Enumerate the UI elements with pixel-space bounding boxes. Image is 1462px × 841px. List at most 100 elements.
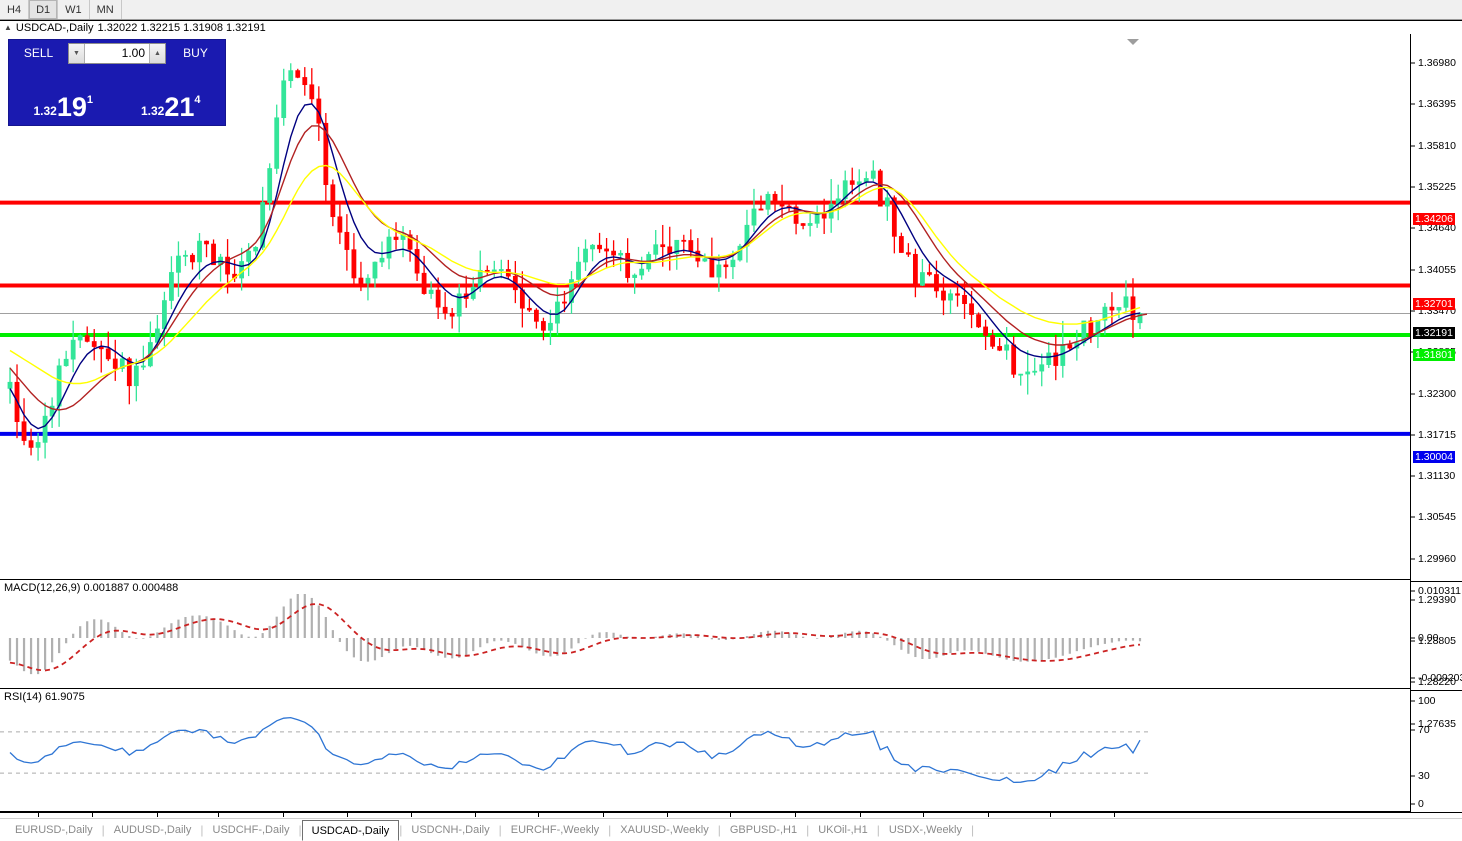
candlestick [934, 260, 939, 298]
symbol-tab-gbpusd[interactable]: GBPUSD-,H1 [729, 824, 798, 836]
candlestick [358, 261, 364, 292]
date-tick-mark [283, 813, 284, 817]
price-plot-area[interactable] [0, 34, 1410, 579]
volume-stepper[interactable]: ▼ 1.00 ▲ [68, 42, 166, 64]
symbol-tab-usdx[interactable]: USDX-,Weekly [888, 824, 963, 836]
candlestick [274, 104, 280, 174]
candlestick [590, 244, 595, 262]
rsi-line [9, 716, 1141, 784]
buy-button[interactable]: 1.32 21 4 [118, 66, 223, 123]
date-tick-mark [1114, 813, 1115, 817]
candlestick [176, 241, 181, 297]
price-scale[interactable]: 1.36980 1.36395 1.35810 1.35225 1.34640 1.340… [1410, 34, 1462, 812]
volume-decrease-icon[interactable]: ▼ [69, 43, 85, 63]
price-tick-label: 1.28220 [1418, 676, 1456, 688]
volume-input[interactable]: 1.00 [85, 43, 149, 63]
candlestick [302, 67, 308, 96]
price-level-tag[interactable]: 1.32191 [1413, 327, 1455, 339]
timeframe-tab-mn[interactable]: MN [90, 0, 122, 19]
price-tick-mark [1411, 310, 1415, 312]
macd-tick-mark [1411, 637, 1415, 639]
symbol-tab-usdchf[interactable]: USDCHF-,Daily [212, 824, 290, 836]
price-tick-label: 1.31715 [1418, 429, 1456, 441]
price-tick-mark [1411, 393, 1415, 395]
price-tick-label: 1.34640 [1418, 222, 1456, 234]
candlestick [1060, 320, 1066, 378]
candlestick [435, 277, 441, 320]
moving-average-line-0 [9, 103, 1141, 430]
price-level-tag[interactable]: 1.32701 [1413, 298, 1455, 310]
price-level-tag[interactable]: 1.30004 [1413, 451, 1455, 463]
candlestick [779, 184, 785, 218]
candlestick [505, 259, 511, 280]
candlestick [147, 321, 153, 368]
timeframe-tab-d1[interactable]: D1 [29, 0, 59, 19]
price-level-tag[interactable]: 1.34206 [1413, 213, 1455, 225]
macd-tick-mark [1411, 590, 1415, 592]
price-tick-label: 1.29390 [1418, 594, 1456, 606]
symbol-tab-eurusd[interactable]: EURUSD-,Daily [15, 824, 93, 836]
price-tick-label: 1.30545 [1418, 511, 1456, 523]
candlestick [49, 397, 55, 428]
price-tick-mark [1411, 558, 1415, 560]
date-tick-mark [795, 813, 796, 817]
rsi-pane[interactable]: RSI(14) 61.9075 [0, 690, 1410, 812]
candlestick [323, 113, 329, 204]
symbol-tab-usdcnh[interactable]: USDCNH-,Daily [411, 824, 490, 836]
candlestick [611, 240, 617, 267]
candlestick [470, 276, 476, 301]
symbol-tab-eurchf[interactable]: EURCHF-,Weekly [510, 824, 600, 836]
symbol-tab-separator: | [498, 823, 502, 837]
chart-symbol-label: USDCAD-,Daily [15, 21, 94, 34]
candlestick [891, 195, 897, 254]
candlestick [491, 260, 497, 277]
candlestick [211, 239, 216, 266]
candlestick [1130, 278, 1136, 338]
rsi-plot-area[interactable] [0, 690, 1410, 811]
candlestick [898, 232, 904, 253]
candlestick [267, 163, 273, 211]
chart-title-bar: ▲ USDCAD-,Daily 1.32022 1.32215 1.31908 … [0, 21, 1410, 34]
price-tick-label: 1.27635 [1418, 718, 1456, 730]
symbol-tab-separator: | [876, 823, 880, 837]
macd-plot-area[interactable] [0, 581, 1410, 688]
symbol-tab-separator: | [717, 823, 721, 837]
date-tick-mark [667, 813, 668, 817]
candlestick [927, 263, 932, 277]
macd-pane[interactable]: MACD(12,26,9) 0.001887 0.000488 [0, 581, 1410, 689]
price-pane[interactable] [0, 34, 1410, 580]
collapse-arrow-icon[interactable]: ▲ [4, 22, 12, 32]
timeframe-tab-h4[interactable]: H4 [0, 0, 30, 19]
candlestick [884, 189, 890, 221]
candlestick [393, 222, 399, 250]
rsi-tick-mark [1411, 775, 1415, 777]
symbol-tab-xauusd[interactable]: XAUUSD-,Weekly [620, 824, 709, 836]
candlestick [765, 191, 771, 216]
price-tick-mark [1411, 227, 1415, 229]
price-chart-svg [0, 63, 1410, 461]
candlestick [91, 329, 97, 361]
candlestick [702, 253, 708, 263]
candlestick [400, 226, 406, 258]
rsi-tick-mark [1411, 729, 1415, 731]
candlestick [260, 186, 266, 250]
candlestick [133, 358, 139, 402]
candlestick [1116, 307, 1122, 319]
candlestick [365, 274, 371, 301]
candlestick [372, 261, 378, 288]
candlestick [105, 331, 111, 362]
volume-increase-icon[interactable]: ▲ [149, 43, 165, 63]
chart-scroll-marker-icon[interactable] [1127, 39, 1139, 45]
symbol-tab-audusd[interactable]: AUDUSD-,Daily [113, 824, 192, 836]
one-click-trading-panel: SELL ▼ 1.00 ▲ BUY 1.32 19 1 1.32 21 4 [8, 39, 226, 126]
symbol-tab-separator: | [971, 823, 975, 837]
sell-price-prefix: 1.32 [33, 104, 57, 118]
symbol-tab-usdcad[interactable]: USDCAD-,Daily [301, 820, 400, 841]
symbol-tab-ukoil[interactable]: UKOil-,H1 [818, 824, 868, 836]
buy-label: BUY [183, 46, 208, 60]
timeframe-tab-w1[interactable]: W1 [58, 0, 90, 19]
sell-button[interactable]: 1.32 19 1 [11, 66, 116, 123]
price-level-tag[interactable]: 1.31801 [1413, 349, 1455, 361]
candlestick [84, 326, 90, 343]
candlestick [498, 259, 504, 279]
